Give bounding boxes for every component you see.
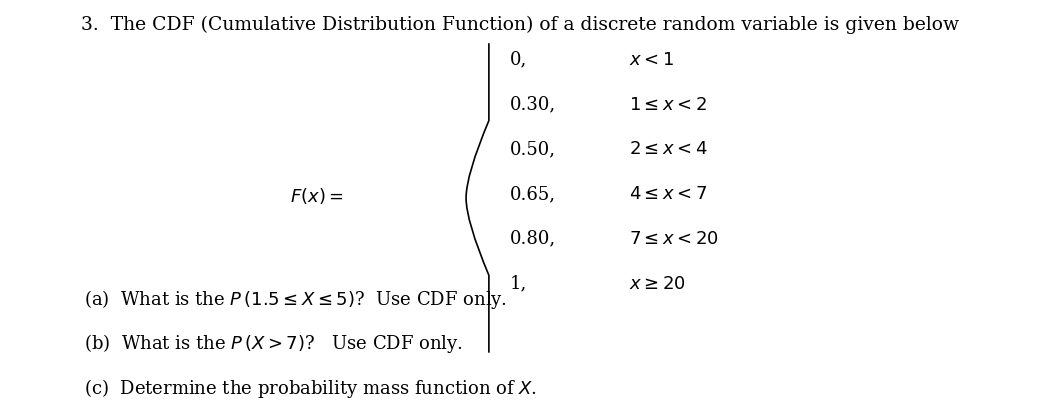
Text: (a)  What is the $P\,(1.5 \leq X \leq 5)$?  Use CDF only.: (a) What is the $P\,(1.5 \leq X \leq 5)$… — [84, 287, 508, 310]
Text: 0.65,: 0.65, — [510, 184, 555, 203]
Text: 3.  The CDF (Cumulative Distribution Function) of a discrete random variable is : 3. The CDF (Cumulative Distribution Func… — [81, 16, 959, 34]
Text: (c)  Determine the probability mass function of $X$.: (c) Determine the probability mass funct… — [84, 376, 538, 399]
Text: $2 \leq x < 4$: $2 \leq x < 4$ — [629, 140, 707, 158]
Text: 0.50,: 0.50, — [510, 140, 555, 158]
Text: 0,: 0, — [510, 51, 527, 69]
Text: 0.80,: 0.80, — [510, 229, 555, 247]
Text: 0.30,: 0.30, — [510, 95, 555, 113]
Text: $4 \leq x < 7$: $4 \leq x < 7$ — [629, 184, 707, 203]
Text: $1 \leq x < 2$: $1 \leq x < 2$ — [629, 95, 707, 113]
Text: $7 \leq x < 20$: $7 \leq x < 20$ — [629, 229, 719, 247]
Text: $x < 1$: $x < 1$ — [629, 51, 674, 69]
Text: $x \geq 20$: $x \geq 20$ — [629, 274, 685, 292]
Text: 1,: 1, — [510, 274, 527, 292]
Text: (b)  What is the $P\,(X > 7)$?   Use CDF only.: (b) What is the $P\,(X > 7)$? Use CDF on… — [84, 332, 463, 354]
Text: $F(x) =$: $F(x) =$ — [290, 186, 343, 205]
